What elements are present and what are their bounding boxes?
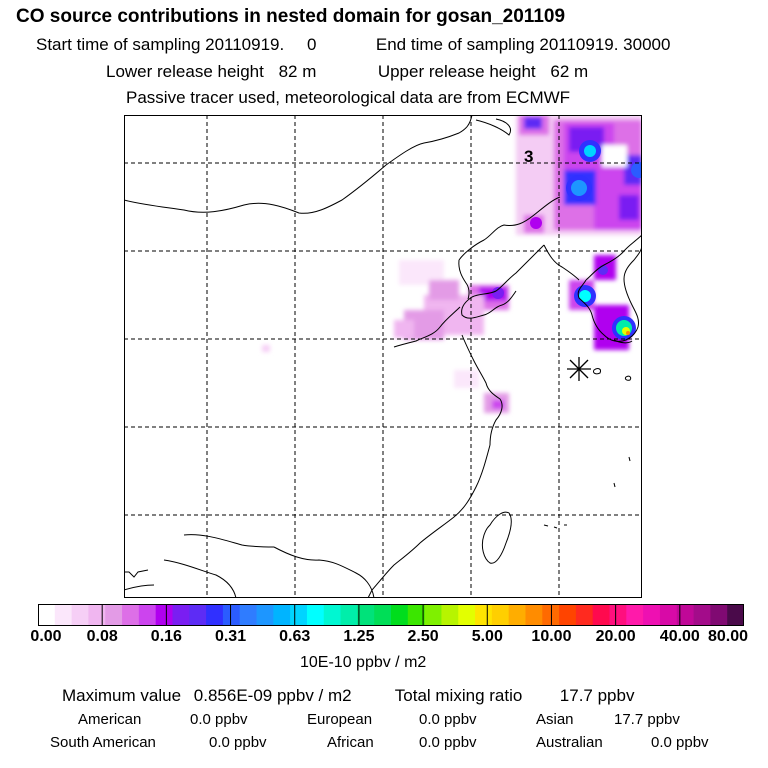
region-value-asian: 17.7 ppbv xyxy=(614,711,680,728)
colorbar-cell xyxy=(273,604,291,626)
colorbar-tick-labels: 0.00 0.08 0.16 0.31 0.63 1.25 2.50 5.00 10.00 20.… xyxy=(0,628,768,650)
colorbar-cell xyxy=(306,604,325,626)
colorbar-cell xyxy=(172,604,190,626)
lower-height-value: 82 m xyxy=(278,62,317,81)
colorbar-tick-label: 10.00 xyxy=(531,628,572,645)
max-value: 0.856E-09 ppbv / m2 xyxy=(193,686,352,705)
colorbar-tick-label: 40.00 xyxy=(659,628,700,645)
upper-height-value: 62 m xyxy=(550,62,589,81)
end-time-label: End time of sampling 20110919. 30000 xyxy=(375,35,671,54)
upper-height-label: Upper release height xyxy=(377,62,536,81)
lat-lon-grid xyxy=(124,115,642,598)
colorbar-cell xyxy=(424,604,442,626)
colorbar-tick-label: 2.50 xyxy=(407,628,439,645)
region-value-american: 0.0 ppbv xyxy=(190,711,248,728)
colorbar-cell xyxy=(357,604,375,626)
region-value-african: 0.0 ppbv xyxy=(419,734,477,751)
colorbar-cell xyxy=(71,604,89,626)
colorbar-cell xyxy=(693,604,711,626)
region-name-asian: Asian xyxy=(536,711,574,728)
station-star-icon xyxy=(567,357,591,381)
colorbar-cell xyxy=(475,604,493,626)
colorbar-dividers xyxy=(101,604,681,626)
colorbar-cell xyxy=(122,604,140,626)
region-name-african: African xyxy=(327,734,374,751)
colorbar-cell xyxy=(542,604,560,626)
region-name-south-american: South American xyxy=(50,734,156,751)
region-value-australian: 0.0 ppbv xyxy=(651,734,709,751)
colorbar-cell xyxy=(659,604,678,626)
colorbar-cell xyxy=(290,604,308,626)
start-time-value: 0 xyxy=(306,35,317,54)
start-time-label: Start time of sampling 20110919. xyxy=(36,35,285,54)
colorbar-cell xyxy=(374,604,392,626)
colorbar-cell xyxy=(38,604,56,626)
region-value-european: 0.0 ppbv xyxy=(419,711,477,728)
colorbar-cell xyxy=(491,604,510,626)
colorbar-cell xyxy=(222,604,241,626)
region-name-european: European xyxy=(307,711,373,728)
colorbar-cell xyxy=(138,604,157,626)
coastlines xyxy=(124,115,642,598)
colorbar-cell xyxy=(391,604,409,626)
colorbar-tick-label: 0.31 xyxy=(214,628,247,645)
release-heights: Lower release height 82 m Upper release … xyxy=(106,62,588,82)
colorbar-cell xyxy=(727,604,744,626)
total-label: Total mixing ratio xyxy=(394,686,523,705)
colorbar-cell xyxy=(256,604,274,626)
colorbar-tick-label: 0.00 xyxy=(30,628,62,645)
colorbar-cell xyxy=(676,604,694,626)
colorbar-units: 10E-10 ppbv / m2 xyxy=(300,654,427,671)
colorbar-tick-label: 0.08 xyxy=(86,628,118,645)
colorbar-cell xyxy=(710,604,728,626)
colorbar-cell xyxy=(575,604,594,626)
sampling-times: Start time of sampling 20110919. 0 End t… xyxy=(36,35,670,55)
plot-title: CO source contributions in nested domain… xyxy=(16,6,566,27)
colorbar-cell xyxy=(508,604,526,626)
colorbar-cell xyxy=(88,604,106,626)
tracer-info: Passive tracer used, meteorological data… xyxy=(126,88,571,107)
summary-row: Maximum value 0.856E-09 ppbv / m2 Total … xyxy=(62,686,634,706)
colorbar-cell xyxy=(441,604,459,626)
colorbar-tick-label: 80.00 xyxy=(707,628,749,645)
region-name-american: American xyxy=(78,711,142,728)
colorbar-cell xyxy=(407,604,426,626)
colorbar-cell xyxy=(155,604,173,626)
contour-label: 3 xyxy=(524,147,533,166)
colorbar-cell xyxy=(323,604,341,626)
max-label: Maximum value xyxy=(62,686,182,705)
colorbar-cell xyxy=(559,604,577,626)
colorbar-cell xyxy=(189,604,207,626)
map-panel: 3 xyxy=(124,115,642,598)
colorbar-cell xyxy=(458,604,476,626)
colorbar-tick-label: 5.00 xyxy=(471,628,503,645)
region-value-south-american: 0.0 ppbv xyxy=(209,734,267,751)
colorbar-cell xyxy=(592,604,610,626)
colorbar-cell xyxy=(525,604,543,626)
colorbar-tick-label: 20.00 xyxy=(595,628,636,645)
region-name-australian: Australian xyxy=(536,734,603,751)
hotspots xyxy=(492,140,642,340)
lower-height-label: Lower release height xyxy=(106,62,264,81)
colorbar-tick-label: 0.16 xyxy=(150,628,182,645)
colorbar-cells xyxy=(38,604,744,626)
colorbar-cell xyxy=(206,604,224,626)
colorbar xyxy=(38,604,744,626)
colorbar-tick-label: 1.25 xyxy=(343,628,375,645)
colorbar-cell xyxy=(340,604,358,626)
colorbar-cell xyxy=(626,604,644,626)
colorbar-cell xyxy=(643,604,661,626)
total-value: 17.7 ppbv xyxy=(559,686,635,705)
colorbar-cell xyxy=(609,604,627,626)
colorbar-tick-label: 0.63 xyxy=(279,628,311,645)
colorbar-cell xyxy=(239,604,257,626)
colorbar-cell xyxy=(105,604,123,626)
colorbar-cell xyxy=(54,604,73,626)
